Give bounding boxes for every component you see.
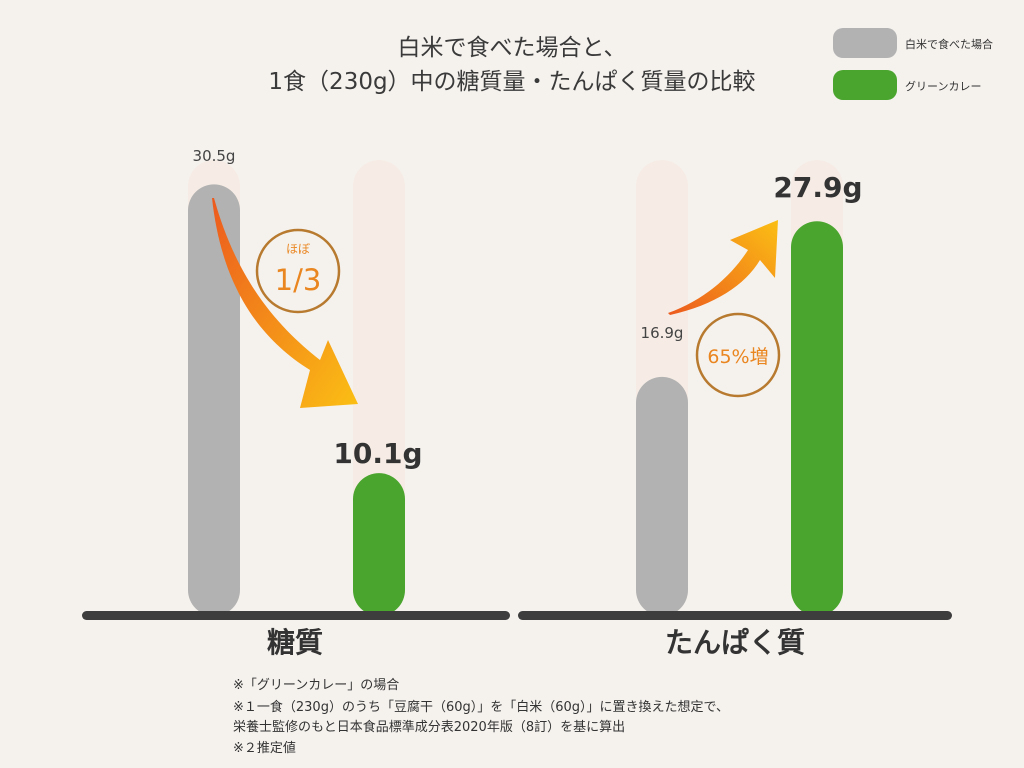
footnote-2: ※１一食（230g）のうち「豆腐干（60g）」を「白米（60g）」に置き換えた想…	[233, 700, 730, 715]
category-label-sugar: 糖質	[267, 626, 323, 659]
baseline-protein	[518, 611, 952, 620]
legend-label-curry: グリーンカレー	[905, 80, 982, 93]
value-label-sugar-rice: 30.5g	[193, 147, 236, 165]
annotation-prefix: ほぼ	[286, 242, 310, 256]
bar-sugar-curry	[353, 473, 405, 616]
annotation-one-third: 1/3	[275, 263, 322, 297]
bar-protein-curry	[791, 221, 843, 616]
bar-protein-rice	[636, 376, 688, 616]
annotation-65-percent: 65%増	[707, 346, 768, 368]
legend-swatch-curry	[833, 70, 897, 100]
annotation-circle-sugar	[255, 228, 341, 314]
footnote-4: ※２推定値	[233, 741, 296, 756]
value-label-sugar-curry: 10.1g	[333, 437, 422, 470]
footnote-3: 栄養士監修のもと日本食品標準成分表2020年版（8訂）を基に算出	[233, 720, 626, 735]
annotation-circle-protein	[695, 312, 781, 398]
category-label-protein: たんぱく質	[665, 626, 805, 659]
chart-title-line2: 1食（230g）中の糖質量・たんぱく質量の比較	[268, 69, 756, 95]
increase-arrow-icon	[668, 220, 778, 315]
value-label-protein-curry: 27.9g	[773, 171, 862, 204]
decrease-arrow-icon	[212, 198, 358, 408]
legend-swatch-rice	[833, 28, 897, 58]
legend-label-rice: 白米で食べた場合	[905, 38, 993, 51]
chart-title-line1: 白米で食べた場合と、	[397, 35, 627, 61]
value-label-protein-rice: 16.9g	[641, 324, 684, 342]
baseline-sugar	[82, 611, 510, 620]
footnote-1: ※「グリーンカレー」の場合	[233, 678, 400, 693]
bar-sugar-rice	[188, 184, 240, 617]
